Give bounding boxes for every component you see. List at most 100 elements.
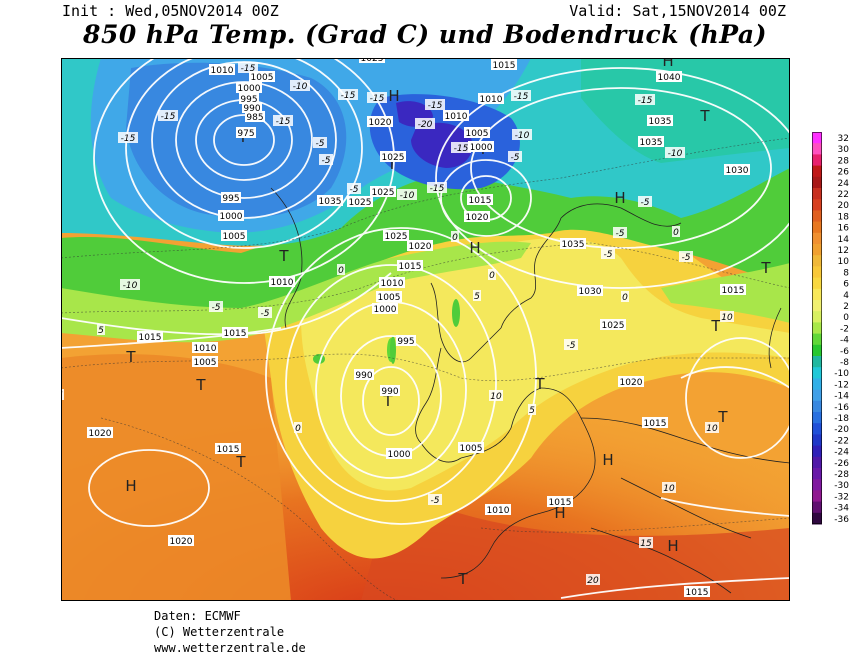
isobar-label: 1005 [221, 230, 247, 242]
legend-label: 18 [838, 212, 850, 222]
legend-label: -22 [834, 436, 849, 446]
svg-text:1015: 1015 [493, 61, 516, 71]
temperature-label: -15 [273, 115, 293, 127]
svg-text:-15: -15 [430, 184, 445, 194]
svg-text:1010: 1010 [271, 278, 294, 288]
isobar-label: 1015 [222, 327, 248, 339]
legend-label: 0 [843, 313, 849, 323]
map-frame [61, 58, 790, 601]
svg-text:-5: -5 [431, 496, 440, 506]
svg-text:995: 995 [222, 194, 239, 204]
svg-text:-10: -10 [293, 82, 308, 92]
temperature-label: 0 [672, 226, 680, 238]
high-pressure-marker: H [667, 537, 678, 555]
isobar-label: 1000 [218, 210, 244, 222]
temperature-label: -15 [511, 90, 531, 102]
temperature-label: -10 [120, 279, 140, 291]
isobar-label: 1035 [560, 238, 586, 250]
isobar-label: 1020 [618, 376, 644, 388]
temperature-label: -5 [564, 339, 578, 351]
svg-text:1015: 1015 [549, 498, 572, 508]
svg-text:0: 0 [295, 424, 301, 434]
legend-swatch [812, 143, 822, 155]
legend-swatch [812, 423, 822, 435]
legend-swatch [812, 244, 822, 256]
isobar-label: 1010 [478, 93, 504, 105]
temperature-label: -5 [638, 196, 652, 208]
temperature-label: 0 [451, 231, 459, 243]
valid-time: Valid: Sat,15NOV2014 00Z [569, 2, 786, 20]
svg-text:1015: 1015 [722, 286, 745, 296]
isobar-label: 1020 [464, 211, 490, 223]
low-pressure-marker: T [699, 107, 710, 125]
svg-text:1005: 1005 [460, 444, 483, 454]
legend-swatch [812, 356, 822, 368]
svg-text:-15: -15 [514, 92, 529, 102]
svg-text:10: 10 [663, 484, 675, 494]
svg-text:-5: -5 [604, 250, 613, 260]
isobar-label: 1030 [724, 164, 750, 176]
svg-text:0: 0 [489, 271, 495, 281]
temperature-label: 0 [294, 422, 302, 434]
svg-text:1020: 1020 [620, 378, 643, 388]
svg-text:1015: 1015 [224, 329, 247, 339]
legend-swatch [812, 490, 822, 503]
isobar-label: 1035 [647, 115, 673, 127]
legend-swatch [812, 266, 822, 279]
temperature-label: -5 [347, 183, 361, 195]
svg-text:1010: 1010 [194, 344, 217, 354]
legend-label: -24 [834, 448, 849, 458]
svg-text:995: 995 [240, 95, 257, 105]
legend-label: 4 [843, 291, 849, 301]
isobar-label: 1015 [215, 443, 241, 455]
legend-label: -18 [834, 414, 849, 424]
coastlines [270, 187, 790, 594]
svg-text:1010: 1010 [480, 95, 503, 105]
legend-label: 24 [838, 179, 850, 189]
svg-text:1010: 1010 [211, 66, 234, 76]
legend-swatch [812, 389, 822, 402]
isobar-label: 1005 [192, 356, 218, 368]
legend-swatch [812, 344, 822, 357]
svg-text:-10: -10 [400, 191, 415, 201]
credit-data-source: Daten: ECMWF [154, 609, 241, 623]
temperature-label: -15 [451, 142, 471, 154]
green-spot-lowcenter [390, 336, 396, 364]
legend-label: 6 [843, 280, 849, 290]
svg-text:1025: 1025 [385, 232, 408, 242]
svg-text:-5: -5 [261, 309, 270, 319]
svg-text:1015: 1015 [686, 588, 709, 598]
temperature-label: 5 [473, 290, 481, 302]
isobar-label: 990 [354, 369, 374, 381]
isobar-label: 990 [242, 102, 262, 114]
high-pressure-marker: H [388, 87, 399, 105]
legend-swatch [812, 400, 822, 413]
legend-swatch [812, 232, 822, 245]
legend-label: -34 [834, 504, 849, 514]
temperature-label: -15 [118, 132, 138, 144]
svg-text:1020: 1020 [409, 242, 432, 252]
isobar-label: 1010 [209, 64, 235, 76]
isobar-label: 1020 [168, 535, 194, 547]
svg-text:1015: 1015 [399, 262, 422, 272]
svg-text:-15: -15 [370, 94, 385, 104]
temperature-label: -5 [258, 307, 272, 319]
high-pressure-marker: H [469, 239, 480, 257]
isobar-label: 1000 [386, 448, 412, 460]
legend-label: -14 [834, 392, 849, 402]
svg-text:1020: 1020 [170, 537, 193, 547]
legend-label: 20 [838, 201, 850, 211]
temperature-label: -15 [425, 99, 445, 111]
temperature-labels: -15 -10 -15 -15 -15 -5 -5 -10 -5 -5 5 -15 -15 -15 -20 -… [61, 62, 734, 586]
legend-swatch [812, 288, 822, 301]
weather-map: HHHHHHHHTTTTTTTTTTTTTT 10101005100099599… [61, 58, 790, 601]
low-pressure-marker: T [760, 259, 771, 277]
legend-swatch [812, 300, 822, 312]
temperature-label: 10 [720, 311, 734, 323]
svg-text:15: 15 [640, 539, 652, 549]
isobar-label: 990 [380, 385, 400, 397]
isobar-label: 1015 [684, 586, 710, 598]
svg-text:-15: -15 [341, 91, 356, 101]
isobar-label: 1020 [367, 116, 393, 128]
svg-text:1005: 1005 [251, 73, 274, 83]
